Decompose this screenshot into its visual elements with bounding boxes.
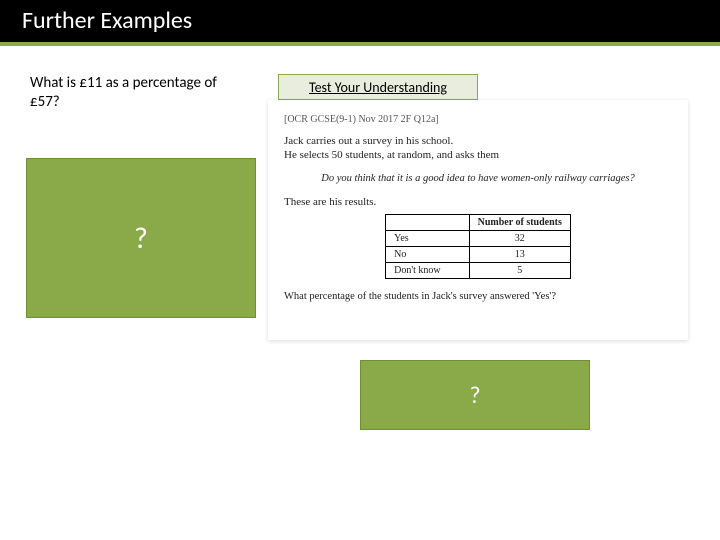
table-header-blank [386, 215, 470, 231]
table-row-value: 5 [469, 263, 570, 279]
source-reference: [OCR GCSE(9-1) Nov 2017 2F Q12a] [284, 114, 672, 125]
table-header-row: Number of students [386, 215, 571, 231]
answer-reveal-box-2[interactable]: ? [360, 360, 590, 430]
worked-example-panel: [OCR GCSE(9-1) Nov 2017 2F Q12a] Jack ca… [268, 100, 688, 340]
title-underline [0, 42, 720, 46]
question-mark-icon: ? [134, 220, 148, 257]
results-intro: These are his results. [284, 196, 672, 208]
table-row: Don't know 5 [386, 263, 571, 279]
table-row-label: Yes [386, 231, 470, 247]
table-header-count: Number of students [469, 215, 570, 231]
left-question-text: What is £11 as a percentage of £57? [30, 74, 240, 112]
question-mark-icon: ? [469, 381, 480, 410]
table-row: No 13 [386, 247, 571, 263]
survey-line-2: He selects 50 students, at random, and a… [284, 149, 672, 161]
survey-italic-question: Do you think that it is a good idea to h… [284, 173, 672, 184]
results-table: Number of students Yes 32 No 13 Don't kn… [385, 214, 571, 279]
table-row-value: 13 [469, 247, 570, 263]
table-row-label: Don't know [386, 263, 470, 279]
test-your-understanding-button[interactable]: Test Your Understanding [278, 74, 478, 100]
table-row-label: No [386, 247, 470, 263]
answer-reveal-box-1[interactable]: ? [26, 158, 256, 318]
page-title: Further Examples [22, 6, 192, 35]
table-row-value: 32 [469, 231, 570, 247]
survey-line-1: Jack carries out a survey in his school. [284, 135, 672, 147]
final-question-text: What percentage of the students in Jack'… [284, 291, 672, 302]
table-row: Yes 32 [386, 231, 571, 247]
